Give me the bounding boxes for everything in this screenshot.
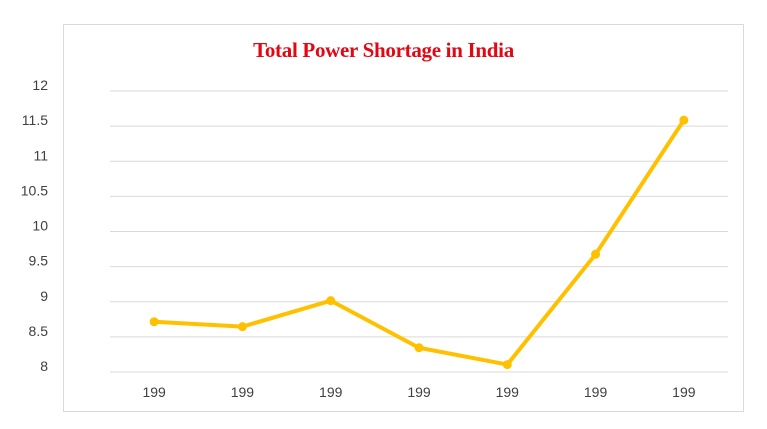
y-tick-label: 12 [32, 77, 48, 93]
y-tick-label: 10 [32, 218, 48, 234]
y-tick-label: 11 [33, 147, 48, 163]
y-tick-label: 10.5 [21, 182, 48, 198]
y-tick-label: 8 [40, 358, 48, 374]
data-point [326, 296, 336, 306]
data-point [149, 317, 159, 327]
x-tick-label: 199 [142, 384, 166, 400]
x-tick-label: 199 [584, 384, 608, 400]
chart-area [63, 24, 744, 412]
data-point [502, 360, 512, 370]
y-tick-label: 9 [40, 288, 48, 304]
series-line [152, 118, 686, 367]
x-tick-label: 199 [319, 384, 343, 400]
x-tick-label: 199 [672, 384, 696, 400]
x-tick-label: 199 [496, 384, 520, 400]
x-tick-label: 199 [407, 384, 431, 400]
chart-title: Total Power Shortage in India [253, 38, 514, 62]
data-point [237, 322, 247, 332]
y-tick-label: 11.5 [22, 112, 48, 128]
data-point [591, 249, 601, 259]
x-tick-label: 199 [231, 384, 255, 400]
y-tick-label: 9.5 [29, 253, 49, 269]
data-point [679, 115, 689, 125]
y-tick-label: 8.5 [29, 323, 49, 339]
data-point [414, 343, 424, 353]
